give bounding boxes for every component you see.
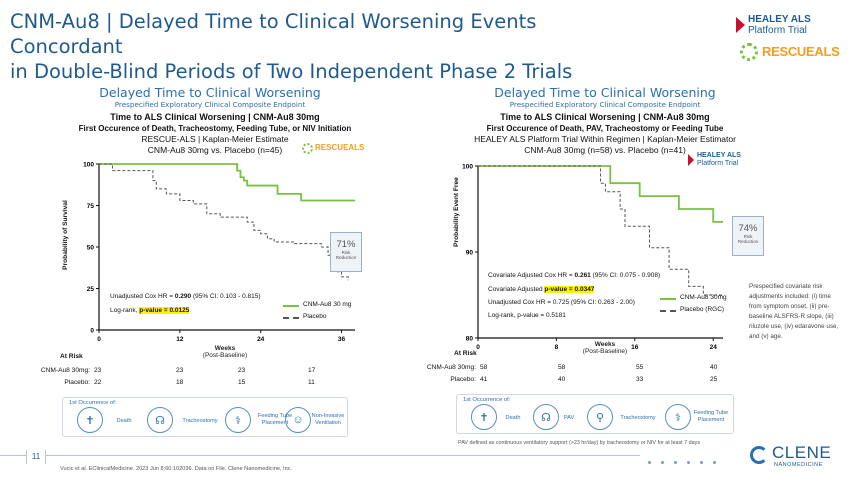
right-risk-table: CNM-Au8 30mg: 58 58 55 40 Placebo: 41 40… [426,364,718,383]
slide-title: CNM-Au8 | Delayed Time to Clinical Worse… [10,10,573,83]
right-occurrence-box: 1st Occurrence of: ✝ Death ☊ PAV ⚲ Trach… [456,394,734,434]
active-series-line [99,163,355,202]
y-tick-label: 90 [466,250,474,257]
left-ylabel: Probability of Survival [62,200,69,270]
dot-icon [674,461,677,464]
x-tick-label: 12 [176,336,184,343]
y-tick-label: 0 [90,328,94,335]
left-xlabel: Weeks (Post-Baseline) [202,345,248,359]
right-stat-logrank: Log-rank, p-value = 0.5181 [488,312,566,319]
active-series-line [478,165,723,223]
left-legend-active: CNM-Au8 30 mg [283,301,363,311]
y-tick-label: 100 [83,162,94,169]
pav-icon: ☊ [533,404,559,430]
legend-placebo-swatch [660,310,676,312]
right-stat-adjusted-hr: Covariate Adjusted Cox HR = 0.261 (95% C… [488,272,661,279]
left-chart-rescue-logo: RESCUEALS [302,142,364,156]
legend-active-swatch [283,305,299,307]
right-chart-header: Time to ALS Clinical Worsening | CNM-Au8… [474,112,736,155]
left-chart-header: Time to ALS Clinical Worsening | CNM-Au8… [78,112,352,155]
tracheostomy-icon: ⚲ [587,404,613,430]
placebo-series-line [478,165,723,296]
right-xlabel: Weeks (Post-Baseline) [582,341,628,355]
right-legend-placebo: Placebo (RGC) [660,306,740,316]
legend-active-swatch [660,298,676,300]
y-tick-label: 80 [466,336,474,343]
rescue-logo-mark-icon [740,43,758,61]
left-risk-header: At Risk [60,353,83,360]
right-risk-reduction-box: 74% Risk Reduction [732,216,764,256]
clene-logo: CLENE NANOMEDICINE [750,443,845,473]
left-km-chart: 0 25 50 75 100 0 12 24 36 [83,162,355,343]
x-tick-label: 0 [97,336,101,343]
right-legend: CNM-Au8 30mg Placebo (RGC) [660,294,740,316]
x-tick-label: 24 [710,344,718,350]
footer-rule [0,455,640,456]
dot-icon [713,461,716,464]
x-tick-label: 24 [257,336,265,343]
x-tick-label: 8 [555,344,559,350]
legend-placebo-swatch [283,317,299,319]
left-occurrence-box: 1st Occurrence of: ✝ Death ☊ Tracheostom… [62,397,348,437]
clene-mark-icon [750,446,768,464]
right-panel-subheading: Prespecified Exploratory Clinical Compos… [509,100,701,109]
right-stat-unadjusted-hr: Unadjusted Cox HR = 0.725 (95% CI: 0.263… [488,299,635,306]
right-chart-healey-logo: HEALEY ALS Platform Trial [688,152,748,172]
left-legend: CNM-Au8 30 mg Placebo [283,301,363,323]
pav-footnote: PAV defined as continuous ventilatory su… [458,440,701,446]
death-icon: ✝ [471,404,497,430]
left-panel-heading: Delayed Time to Clinical Worsening [99,85,321,100]
placebo-series-line [99,163,349,281]
dot-icon [648,461,651,464]
dot-icon [700,461,703,464]
tracheostomy-icon: ☊ [147,407,173,433]
rescue-mini-icon [302,143,313,154]
dot-icon [661,461,664,464]
right-legend-active: CNM-Au8 30mg [660,294,740,304]
x-tick-label: 36 [338,336,346,343]
right-stat-adjusted-p: Covariate Adjusted p-value = 0.0347 [488,286,595,293]
left-stat-logrank: Log-rank, p-value = 0.0125 [110,307,190,314]
healey-mini-icon [688,154,694,166]
left-risk-reduction-box: 71% Risk Reduction [330,232,362,272]
right-panel-heading: Delayed Time to Clinical Worsening [494,85,716,100]
page-number: 11 [26,450,46,464]
feeding-tube-icon: ⚕ [665,404,691,430]
right-ylabel: Probability Event Free [453,177,460,247]
rescue-als-logo: RESCUEALS [740,42,840,64]
healey-logo-mark-icon [736,17,745,33]
ventilation-icon: ☺ [285,407,311,433]
covariate-note: Prespecified covariate risk adjustments … [749,283,839,340]
citation: Vucic et al. EClinicalMedicine. 2023 Jun… [60,466,293,472]
death-icon: ✝ [77,407,103,433]
right-km-chart: 80 90 100 0 8 16 24 [462,164,723,350]
feeding-tube-icon: ⚕ [225,407,251,433]
x-tick-label: 0 [476,344,480,350]
left-risk-table: CNM-Au8 30mg: 23 23 23 17 Placebo: 22 18… [40,367,316,386]
y-tick-label: 25 [87,286,95,293]
healey-logo: HEALEY ALS Platform Trial [736,14,842,40]
y-tick-label: 100 [462,164,473,171]
y-tick-label: 75 [87,203,95,210]
left-legend-placebo: Placebo [283,313,363,323]
left-stat-hr: Unadjusted Cox HR = 0.290 (95% CI: 0.103… [110,293,261,300]
right-risk-header: At Risk [454,350,477,357]
left-panel-subheading: Prespecified Exploratory Clinical Compos… [114,100,306,109]
dot-icon [687,461,690,464]
footer-dots [648,461,728,465]
y-tick-label: 50 [87,245,95,252]
x-tick-label: 16 [631,344,639,350]
